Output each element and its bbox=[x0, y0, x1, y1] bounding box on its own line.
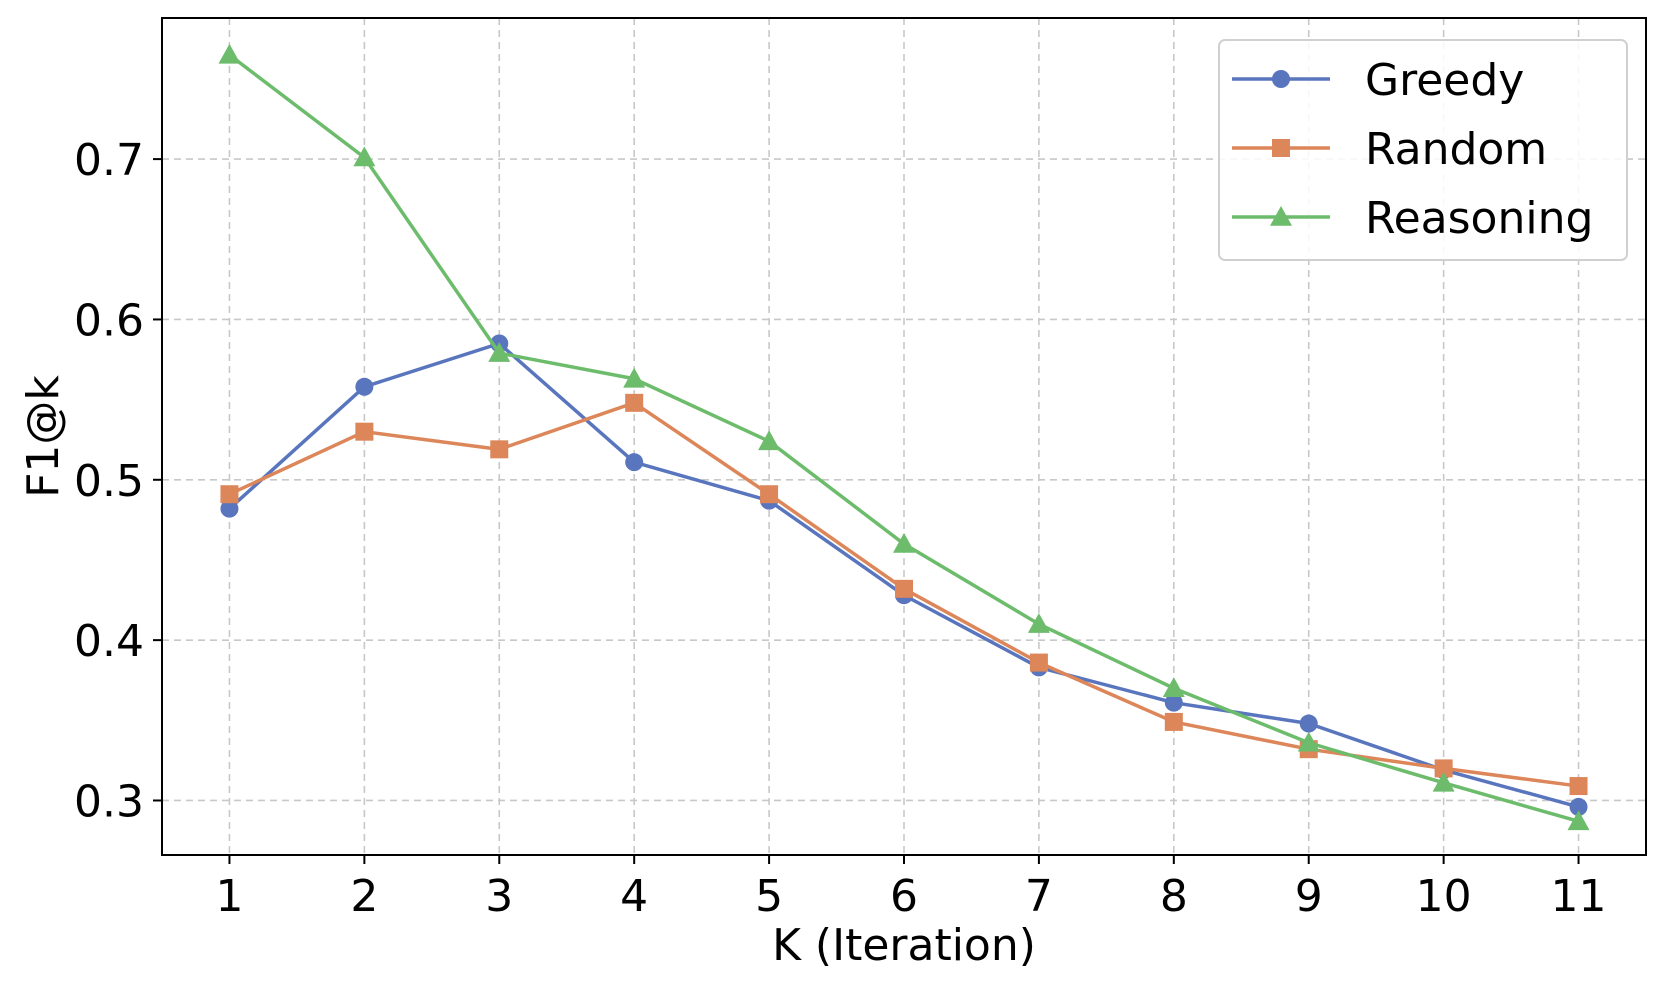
reasoning-point bbox=[1027, 613, 1050, 633]
random-point bbox=[1434, 759, 1453, 778]
x-tick-label: 8 bbox=[1160, 871, 1188, 922]
random-point bbox=[625, 393, 644, 412]
series-layer bbox=[218, 43, 1590, 831]
y-tick-label: 0.7 bbox=[74, 135, 144, 186]
random-point bbox=[490, 440, 509, 459]
y-tick-label: 0.3 bbox=[74, 776, 144, 827]
reasoning-point bbox=[1567, 810, 1590, 831]
greedy-point bbox=[1299, 714, 1318, 733]
x-tick-label: 4 bbox=[620, 871, 648, 922]
random-point bbox=[895, 579, 913, 598]
random-point bbox=[355, 422, 374, 441]
reasoning-point bbox=[353, 146, 376, 167]
x-tick-label: 6 bbox=[890, 871, 918, 922]
reasoning-point bbox=[488, 342, 511, 362]
reasoning-point bbox=[218, 43, 241, 64]
random-point bbox=[220, 485, 239, 504]
x-tick-label: 1 bbox=[215, 871, 243, 922]
y-axis-title: F1@k bbox=[18, 375, 69, 498]
ticks: 1 2 3 4 5 6 7 8 9 10 11 0.3 0.4 0.5 0.6 0.7 bbox=[74, 135, 1607, 922]
random-legend-label: Random bbox=[1365, 124, 1547, 175]
legend-box bbox=[1218, 39, 1628, 261]
greedy-point bbox=[1569, 797, 1588, 816]
y-tick-label: 0.5 bbox=[74, 456, 144, 507]
reasoning-series bbox=[218, 43, 1590, 831]
x-tick-label: 11 bbox=[1551, 871, 1607, 922]
y-tick-label: 0.4 bbox=[74, 616, 144, 667]
legend: Greedy Random Reasoning bbox=[1218, 39, 1628, 261]
reasoning-point bbox=[623, 367, 646, 388]
x-tick-label: 9 bbox=[1295, 871, 1323, 922]
random-point bbox=[1029, 653, 1048, 672]
random-point bbox=[760, 485, 779, 504]
greedy-point bbox=[625, 453, 644, 472]
greedy-point bbox=[1164, 693, 1183, 712]
random-legend-marker bbox=[1272, 139, 1290, 157]
reasoning-legend-marker bbox=[1270, 206, 1292, 226]
reasoning-point bbox=[1432, 771, 1455, 792]
greedy-point bbox=[220, 499, 239, 518]
reasoning-point bbox=[1297, 731, 1320, 752]
greedy-point bbox=[355, 377, 374, 396]
x-tick-label: 7 bbox=[1025, 871, 1053, 922]
x-tick-label: 5 bbox=[755, 871, 783, 922]
reasoning-point bbox=[758, 430, 781, 451]
greedy-legend-marker bbox=[1272, 70, 1290, 88]
random-point bbox=[1164, 712, 1183, 731]
x-tick-label: 3 bbox=[485, 871, 513, 922]
x-tick-label: 2 bbox=[350, 871, 378, 922]
random-point bbox=[1569, 777, 1588, 796]
x-axis-title: K (Iteration) bbox=[772, 920, 1036, 971]
greedy-legend-label: Greedy bbox=[1365, 55, 1524, 106]
reasoning-legend-label: Reasoning bbox=[1365, 193, 1593, 244]
x-tick-label: 10 bbox=[1416, 871, 1472, 922]
reasoning-point bbox=[893, 532, 915, 553]
reasoning-point bbox=[1162, 677, 1185, 698]
y-tick-label: 0.6 bbox=[74, 295, 144, 346]
